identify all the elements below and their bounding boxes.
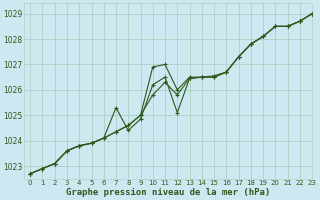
X-axis label: Graphe pression niveau de la mer (hPa): Graphe pression niveau de la mer (hPa)	[66, 188, 270, 197]
